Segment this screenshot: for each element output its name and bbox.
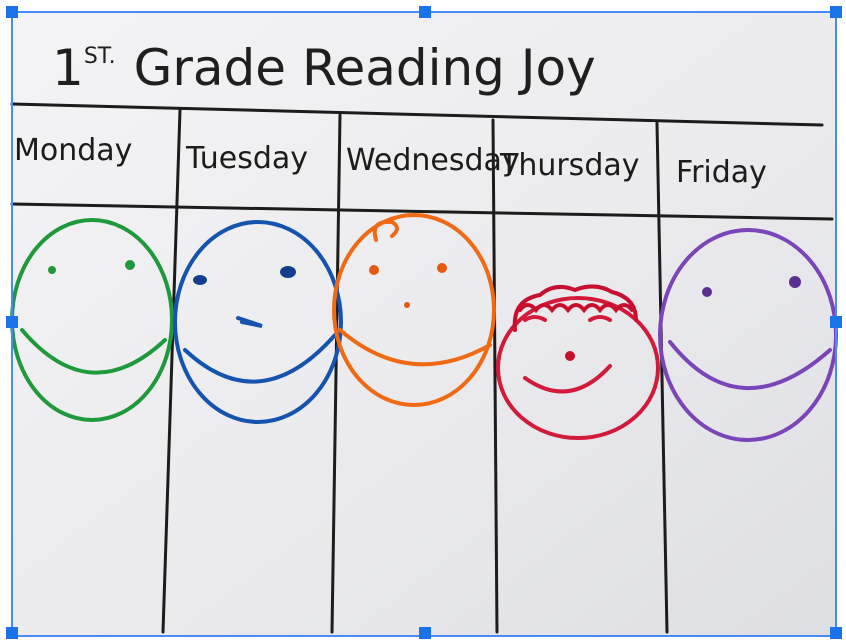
header-bottom-line (10, 202, 834, 221)
title-suffix: ST. (84, 44, 116, 69)
day-label: Friday (676, 155, 767, 190)
day-label: Tuesday (185, 141, 308, 176)
column-line (655, 121, 669, 634)
column-line (161, 108, 182, 634)
orange-face (332, 213, 496, 407)
resize-handle[interactable] (830, 6, 842, 18)
day-label: Thursday (499, 148, 640, 183)
resize-handle[interactable] (6, 627, 18, 639)
resize-handle[interactable] (6, 6, 18, 18)
header-top-line (10, 102, 824, 127)
resize-handle[interactable] (419, 6, 431, 18)
day-label: Monday (14, 133, 132, 168)
resize-handle[interactable] (419, 627, 431, 639)
resize-handle[interactable] (830, 627, 842, 639)
resize-handle[interactable] (830, 316, 842, 328)
paper (12, 12, 836, 636)
photo[interactable]: 1ST. Grade Reading Joy Monday Tuesday Wed… (10, 12, 838, 636)
resize-handle[interactable] (6, 316, 18, 328)
red-face (496, 284, 660, 440)
title-ordinal: 1 (52, 39, 84, 97)
column-line (491, 118, 499, 634)
column-line (330, 113, 342, 634)
day-label: Wednesday (346, 143, 520, 178)
selection-frame (6, 6, 842, 639)
chart-title: 1ST. Grade Reading Joy (52, 39, 596, 97)
blue-face (173, 220, 343, 424)
title-text: Grade Reading Joy (134, 39, 596, 97)
